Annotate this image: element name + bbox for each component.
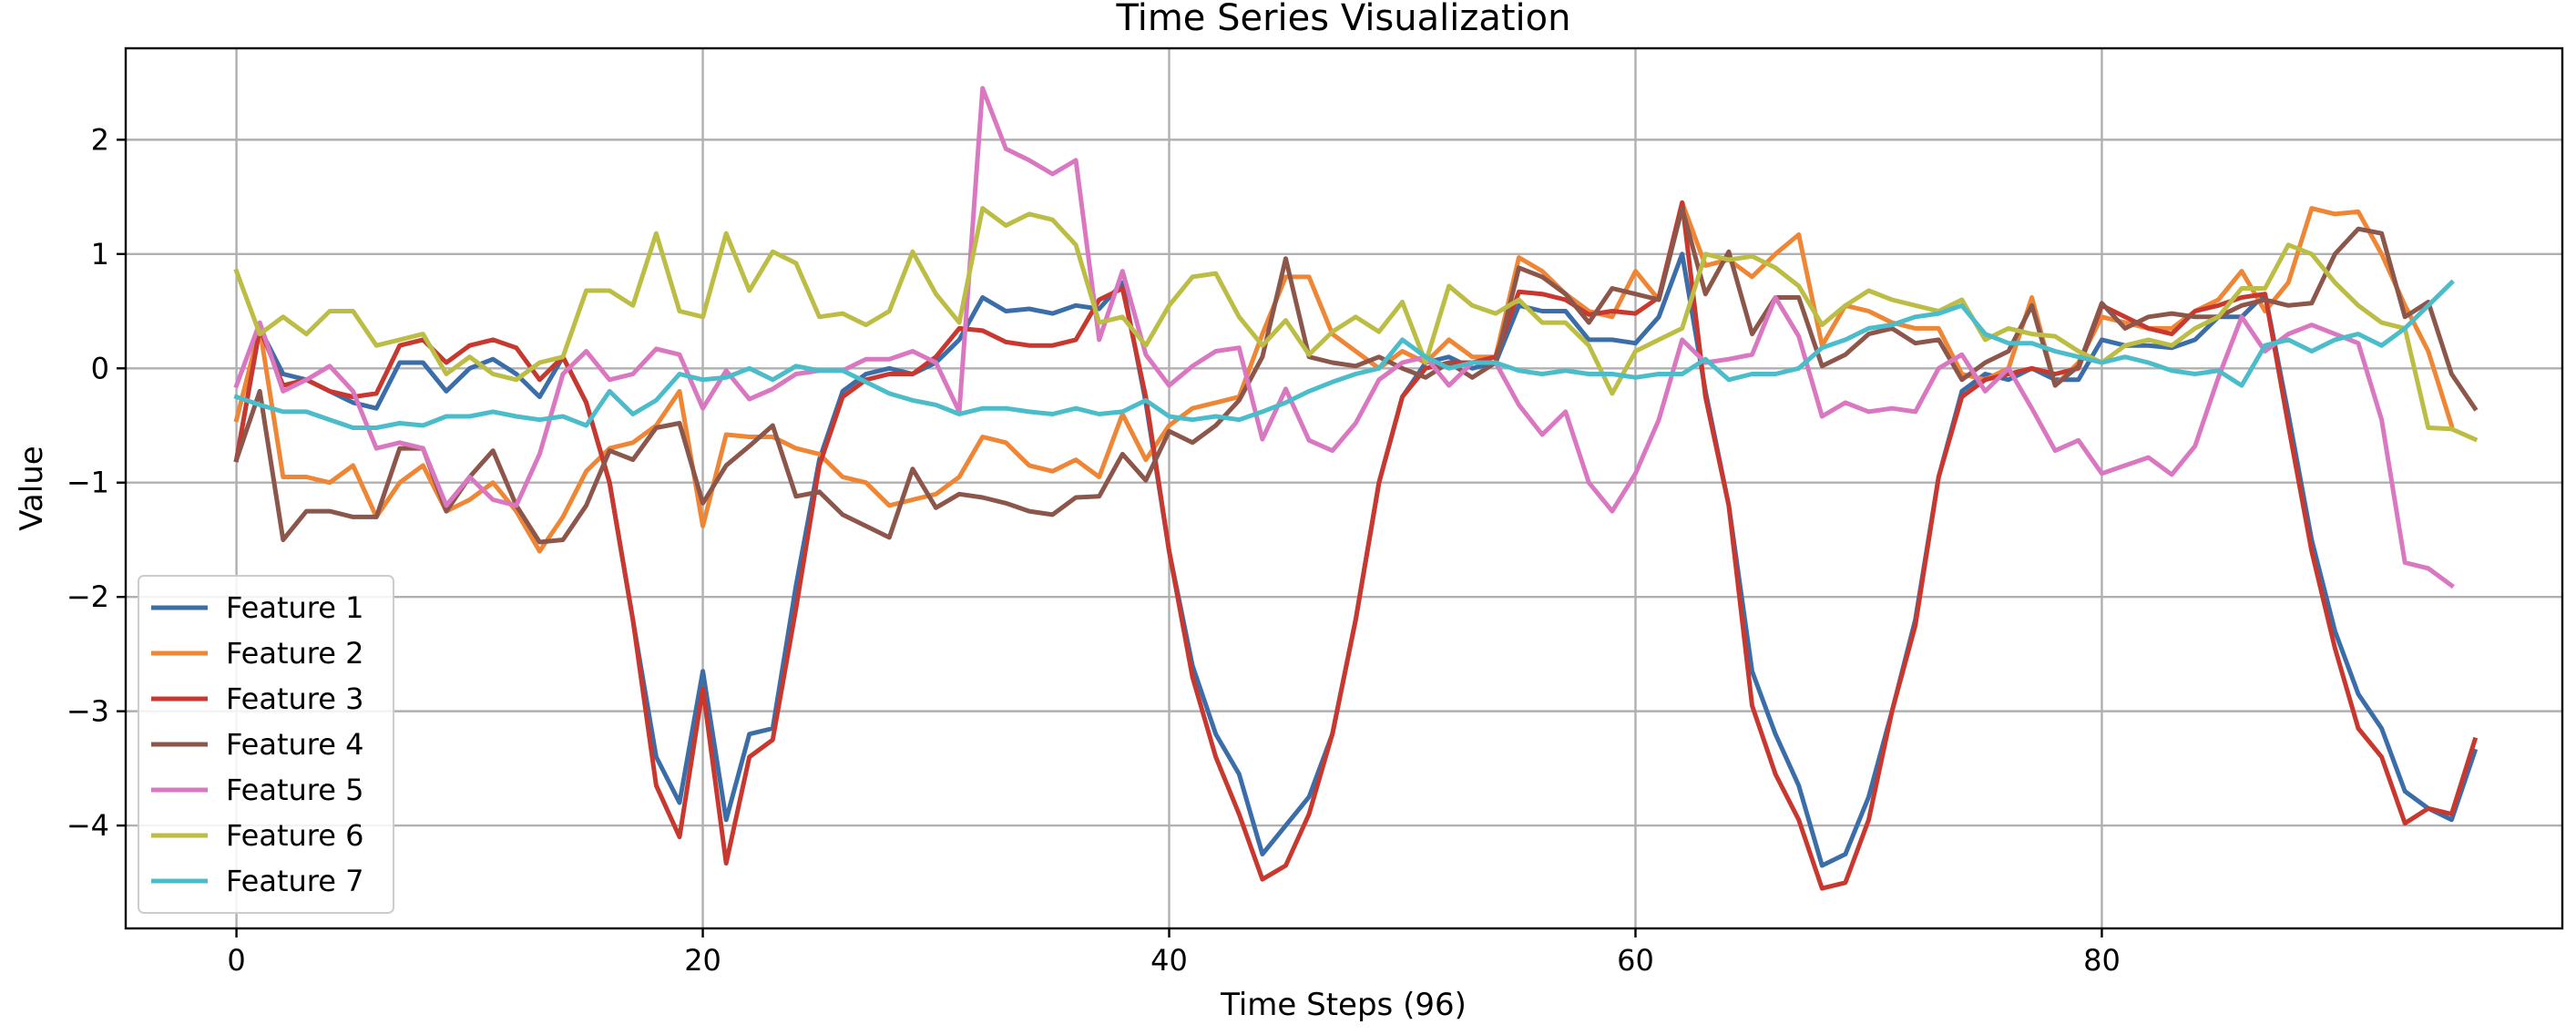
x-tick-label: 20 [684,943,721,978]
axis-ticks: 0 20 40 60 80 2 1 0 −1 −2 −3 −4 [66,122,2121,978]
y-tick-label: 2 [91,122,109,157]
series-line-feature-7 [233,279,2455,430]
x-axis-label: Time Steps (96) [1220,987,1467,1023]
chart-title: Time Series Visualization [1116,0,1571,39]
y-axis-label: Value [14,446,50,530]
plot-area-frame [124,46,2564,930]
y-tick-label: −1 [66,466,109,500]
x-tick-label: 60 [1617,943,1654,978]
series-lines [233,86,2479,891]
x-tick-label: 80 [2083,943,2121,978]
legend-label-feature-3: Feature 3 [226,681,363,716]
legend: Feature 1 Feature 2 Feature 3 Feature 4 Feat… [138,575,394,914]
y-tick-label: 0 [91,351,109,385]
legend-label-feature-2: Feature 2 [226,636,363,671]
legend-label-feature-6: Feature 6 [226,818,363,853]
x-tick-label: 0 [227,943,245,978]
series-line-feature-4 [233,206,2479,545]
series-line-feature-5 [233,86,2455,589]
x-tick-label: 40 [1150,943,1188,978]
y-tick-label: 1 [91,237,109,272]
legend-label-feature-1: Feature 1 [226,590,363,625]
y-tick-label: −4 [66,808,109,843]
legend-label-feature-7: Feature 7 [226,864,363,898]
legend-label-feature-5: Feature 5 [226,773,363,807]
y-tick-label: −2 [66,579,109,614]
y-tick-label: −3 [66,694,109,729]
legend-box [138,575,394,914]
legend-label-feature-4: Feature 4 [226,727,363,762]
